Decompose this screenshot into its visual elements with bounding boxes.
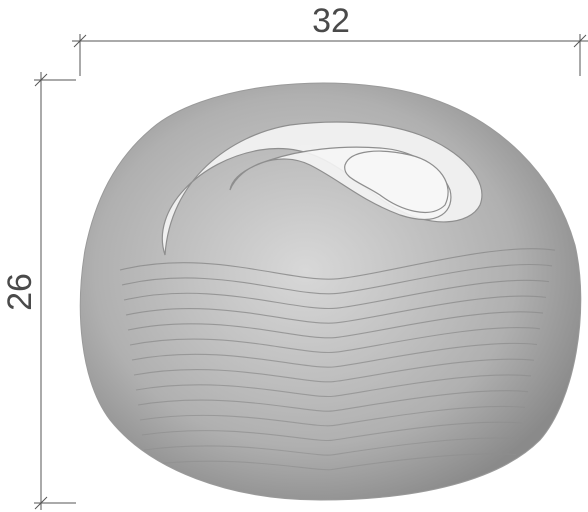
height-tick-top	[34, 73, 48, 87]
contour-band	[123, 279, 550, 310]
contour-band	[141, 421, 523, 442]
contour-lobe	[344, 150, 449, 214]
contour-band	[139, 405, 526, 427]
height-label: 26	[1, 273, 39, 311]
contour-band	[127, 311, 544, 339]
width-tick-right	[573, 34, 587, 48]
contour-lines	[119, 121, 556, 471]
contour-band	[125, 295, 547, 324]
width-dimension: 32	[72, 2, 588, 76]
height-tick-bottom	[34, 496, 48, 510]
contour-band	[121, 263, 553, 295]
contour-band	[135, 374, 532, 398]
contour-band	[133, 358, 535, 383]
contour-band	[137, 390, 529, 412]
contour-band	[131, 342, 538, 368]
width-tick-left	[73, 34, 87, 48]
contour-band	[129, 327, 541, 354]
stone-shape	[79, 82, 582, 501]
contour-band	[143, 437, 520, 456]
height-dimension: 26	[1, 72, 76, 510]
width-label: 32	[312, 2, 350, 40]
contour-band	[145, 453, 517, 471]
contour-band	[119, 248, 556, 280]
